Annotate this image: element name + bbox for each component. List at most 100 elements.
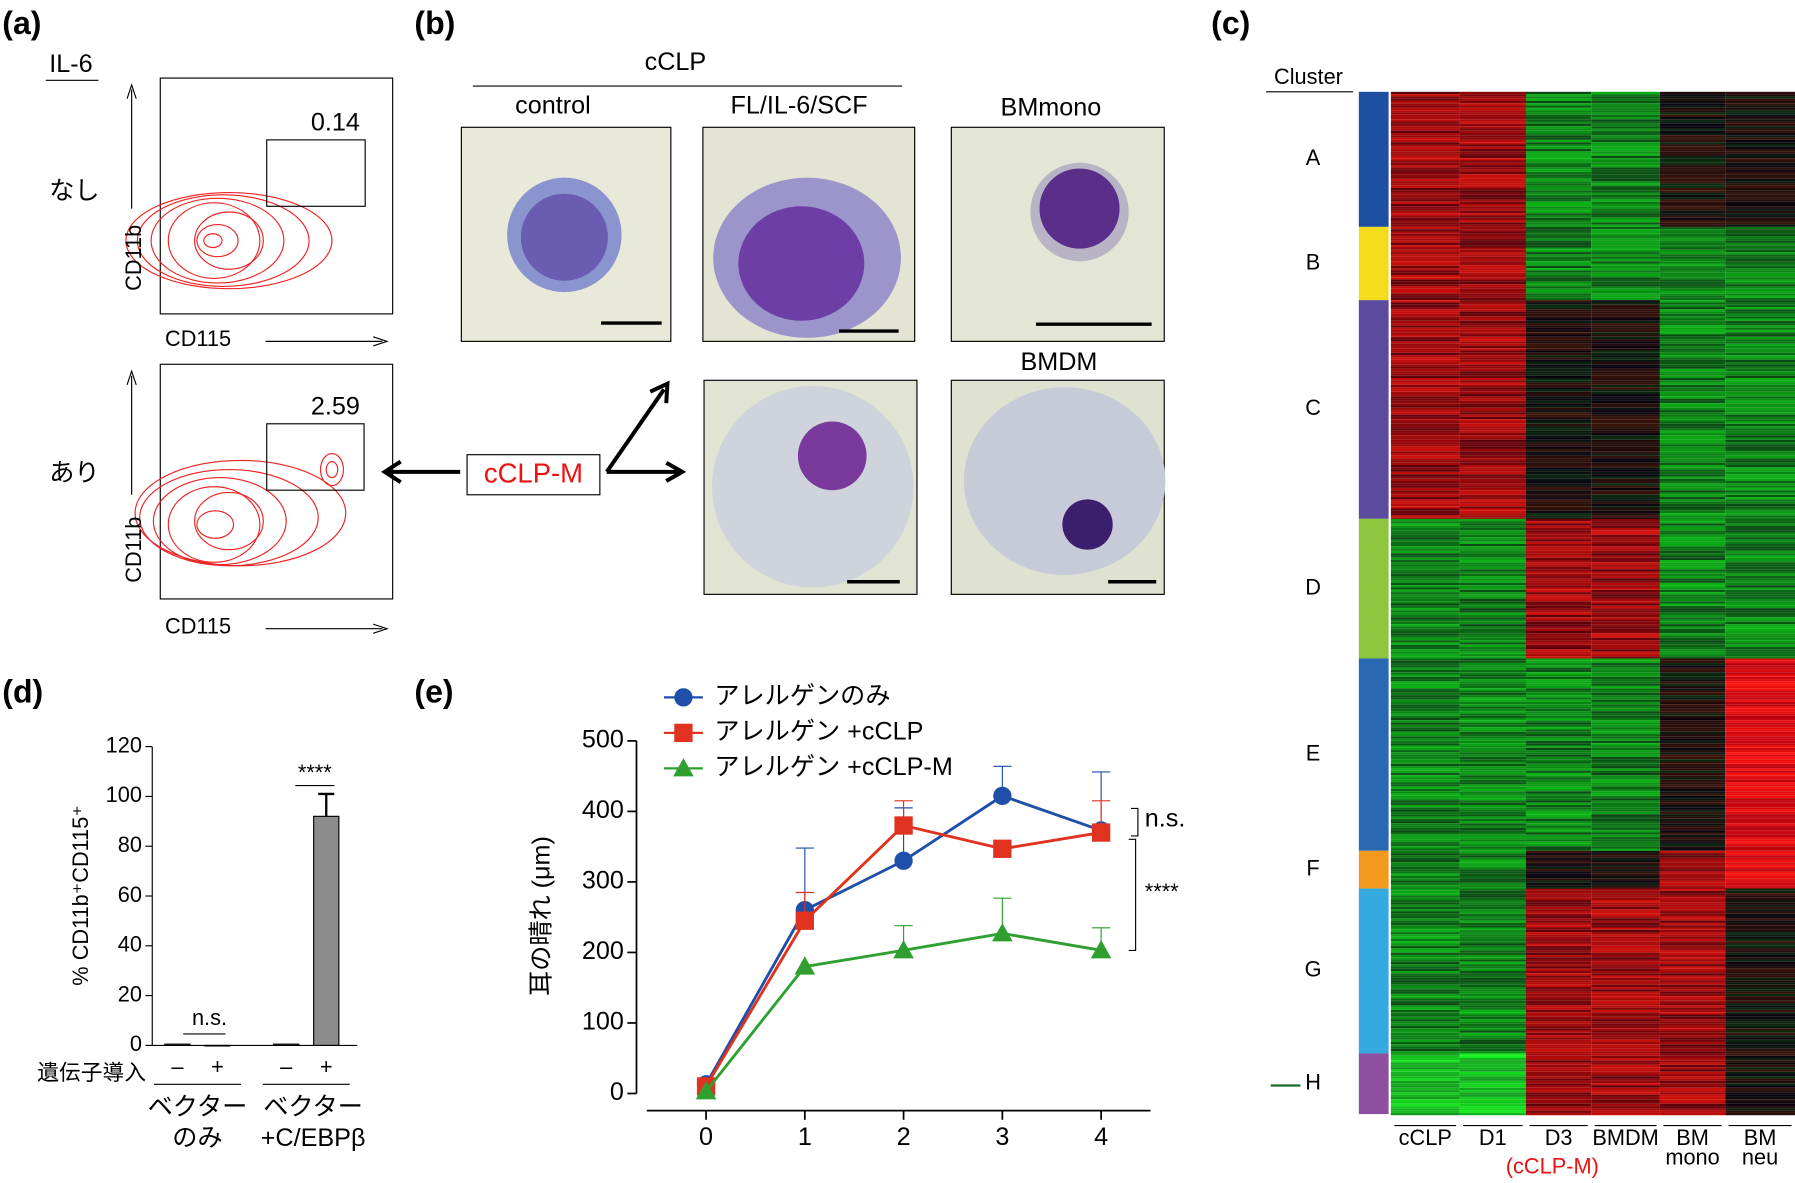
heatmap-row: [1525, 123, 1592, 127]
heatmap-row: [1659, 573, 1726, 577]
heatmap-row: [1591, 343, 1660, 346]
heatmap-row: [1525, 578, 1592, 581]
heatmap-row: [1591, 843, 1660, 847]
heatmap-row: [1591, 904, 1660, 907]
heatmap-row: [1725, 1112, 1795, 1116]
heatmap-row: [1591, 991, 1660, 994]
heatmap-row: [1390, 133, 1460, 136]
heatmap-row: [1390, 683, 1460, 686]
heatmap-row: [1591, 355, 1660, 358]
heatmap-row: [1725, 825, 1795, 828]
heatmap-row: [1525, 834, 1592, 838]
heatmap-row: [1591, 660, 1660, 664]
heatmap-row: [1591, 624, 1660, 627]
heatmap-row: [1459, 373, 1526, 376]
heatmap-row: [1459, 149, 1526, 152]
heatmap-row: [1390, 1000, 1460, 1004]
heatmap-row: [1525, 513, 1592, 516]
heatmap-row: [1725, 487, 1795, 491]
heatmap-row: [1725, 229, 1795, 232]
heatmap-row: [1525, 183, 1592, 186]
heatmap-row: [1390, 665, 1460, 668]
heatmap-row: [1725, 176, 1795, 179]
heatmap-row: [1725, 628, 1795, 631]
heatmap-row: [1390, 359, 1460, 362]
heatmap-row: [1725, 187, 1795, 191]
heatmap-row: [1725, 334, 1795, 337]
heatmap-row: [1591, 945, 1660, 949]
heatmap-row: [1659, 300, 1726, 303]
heatmap-row: [1591, 1087, 1660, 1091]
heatmap-row: [1390, 1087, 1460, 1091]
column-label: mono: [1665, 1144, 1719, 1169]
heatmap-row: [1390, 510, 1460, 514]
heatmap-row: [1390, 938, 1460, 942]
heatmap-row: [1659, 893, 1726, 896]
heatmap-row: [1591, 1000, 1660, 1004]
heatmap-row: [1459, 151, 1526, 154]
heatmap-row: [1659, 254, 1726, 257]
heatmap-row: [1525, 112, 1592, 115]
heatmap-row: [1591, 640, 1660, 643]
heatmap-row: [1725, 304, 1795, 308]
heatmap-row: [1459, 683, 1526, 686]
heatmap-row: [1591, 798, 1660, 801]
heatmap-row: [1459, 1096, 1526, 1100]
heatmap-row: [1591, 871, 1660, 874]
label-box: [466, 454, 601, 496]
heatmap-row: [1659, 837, 1726, 840]
heatmap-row: [1725, 649, 1795, 652]
heatmap-row: [1459, 439, 1526, 443]
heatmap-row: [1525, 272, 1592, 275]
heatmap-row: [1459, 619, 1526, 622]
heatmap-row: [1591, 895, 1660, 898]
heatmap-row: [1659, 834, 1726, 838]
heatmap-row: [1659, 183, 1726, 186]
heatmap-row: [1525, 1108, 1592, 1111]
heatmap-row: [1725, 818, 1795, 822]
heatmap-row: [1725, 503, 1795, 507]
heatmap-row: [1390, 685, 1460, 689]
heatmap-row: [1459, 1112, 1526, 1116]
heatmap-row: [1591, 885, 1660, 888]
heatmap-row: [1591, 859, 1660, 863]
heatmap-row: [1659, 277, 1726, 280]
heatmap-row: [1591, 1005, 1660, 1008]
heatmap-row: [1725, 1035, 1795, 1038]
heatmap-row: [1725, 770, 1795, 773]
heatmap-row: [1459, 515, 1526, 518]
condition: IL-6: [49, 50, 92, 78]
heatmap-row: [1659, 348, 1726, 351]
heatmap-row: [1390, 121, 1460, 124]
heatmap-row: [1659, 1028, 1726, 1031]
heatmap-row: [1390, 123, 1460, 127]
heatmap-row: [1659, 327, 1726, 330]
heatmap-row: [1591, 126, 1660, 129]
heatmap-row: [1459, 176, 1526, 179]
heatmap-row: [1459, 290, 1526, 294]
heatmap-row: [1591, 302, 1660, 305]
heatmap-row: [1591, 846, 1660, 849]
heatmap-row: [1725, 1025, 1795, 1029]
heatmap-row: [1459, 460, 1526, 463]
heatmap-row: [1390, 245, 1460, 248]
cluster-label: G: [1305, 957, 1322, 982]
heatmap-row: [1725, 471, 1795, 475]
heatmap-row: [1591, 265, 1660, 269]
heatmap-row: [1659, 167, 1726, 170]
heatmap-row: [1459, 802, 1526, 805]
heatmap-row: [1659, 683, 1726, 686]
heatmap-row: [1459, 560, 1526, 563]
heatmap-row: [1591, 217, 1660, 221]
heatmap-row: [1390, 155, 1460, 159]
heatmap-row: [1659, 850, 1726, 854]
heatmap-row: [1525, 345, 1592, 349]
heatmap-row: [1525, 98, 1592, 101]
cluster-bar: [1358, 1053, 1389, 1115]
heatmap-row: [1591, 197, 1660, 200]
heatmap-row: [1390, 103, 1460, 106]
heatmap-row: [1725, 853, 1795, 856]
heatmap-row: [1725, 185, 1795, 188]
heatmap-row: [1659, 537, 1726, 540]
panel-label: (b): [414, 5, 455, 41]
